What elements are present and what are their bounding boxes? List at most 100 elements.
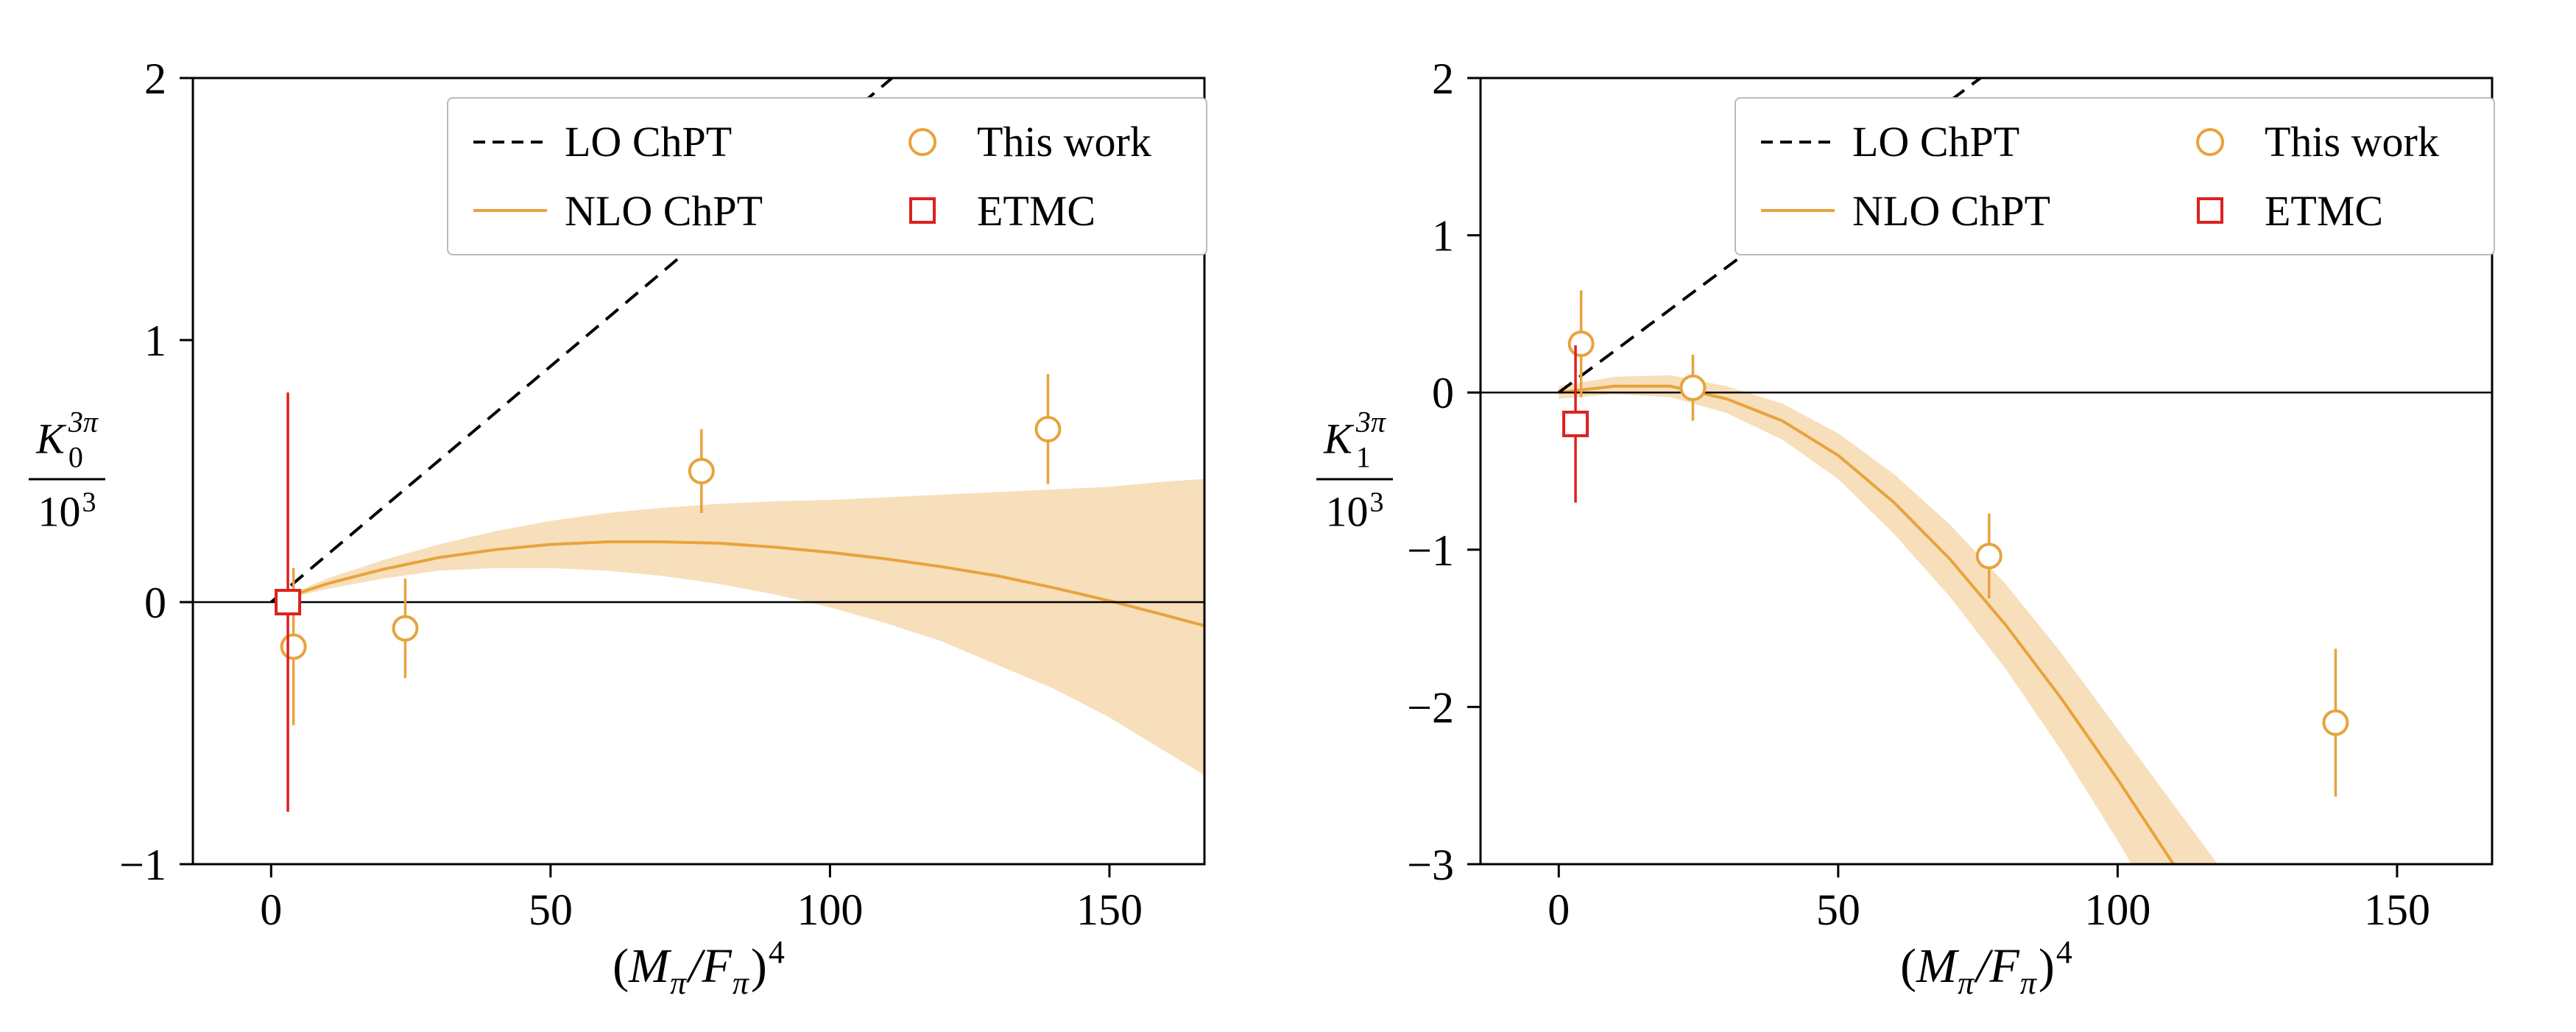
data-point-circle: [2322, 709, 2349, 736]
exponent-four: 4: [768, 934, 785, 970]
x-tick-label: 0: [1548, 886, 1570, 934]
ylabel-subscript: 1: [1355, 440, 1371, 474]
ylabel-supsub: 3π 1: [1355, 405, 1386, 474]
slash: /: [1976, 939, 1990, 993]
kcal-symbol: K: [36, 414, 65, 462]
legend-label-this-work: This work: [977, 118, 1151, 166]
legend-label-etmc: ETMC: [2265, 186, 2384, 235]
mpi-subscript: π: [670, 965, 687, 1001]
legend-label-nlo-chpt: NLO ChPT: [565, 186, 763, 235]
solid-line-icon: [1761, 206, 1835, 215]
ylabel-supsub: 3π 0: [68, 405, 98, 474]
x-tick-label: 150: [1076, 886, 1143, 934]
mpi-subscript: π: [1958, 965, 1975, 1001]
ylabel-numerator: K 3π 0: [29, 406, 105, 481]
x-tick-label: 100: [2084, 886, 2150, 934]
paren-close: ): [2038, 939, 2055, 993]
open-square-icon: [2173, 197, 2247, 225]
ylabel-denominator: 103: [1325, 481, 1383, 537]
fpi-subscript: π: [732, 965, 749, 1001]
k0-panel: 0 50 100 150 −1 0 1 2 K 3π 0 103 (Mπ/Fπ)4 LO Ch…: [4, 54, 1207, 1002]
open-square-icon: [886, 197, 959, 225]
slash: /: [688, 939, 702, 993]
ylabel-numerator: K 3π 1: [1316, 406, 1393, 481]
paren-close: ): [750, 939, 767, 993]
x-tick-label: 50: [1816, 886, 1860, 934]
data-point-circle: [1567, 330, 1595, 357]
legend-label-etmc: ETMC: [977, 186, 1096, 235]
y-tick-label: 2: [1432, 54, 1454, 103]
kcal-symbol: K: [1324, 414, 1352, 462]
dashed-line-icon: [1761, 138, 1835, 146]
paren-open: (: [1900, 939, 1917, 993]
fpi-subscript: π: [2019, 965, 2036, 1001]
ylabel-subscript: 0: [68, 440, 83, 474]
k1-plot-svg: 0 50 100 150 −3 −2 −1 0 1 2: [1407, 54, 2494, 934]
exponent-four: 4: [2055, 934, 2072, 970]
x-tick-label: 0: [260, 886, 282, 934]
legend-item-this-work: This work: [2173, 117, 2469, 166]
denominator-base: 10: [38, 487, 81, 536]
legend-item-this-work: This work: [886, 117, 1181, 166]
y-tick-label: 1: [144, 317, 166, 365]
data-point-circle: [1679, 374, 1707, 401]
legend-item-lo-chpt: LO ChPT: [1761, 117, 2092, 166]
legend-label-nlo-chpt: NLO ChPT: [1852, 186, 2051, 235]
solid-line-icon: [473, 206, 547, 215]
axes-frame: [191, 77, 1206, 866]
y-tick-label: −1: [119, 841, 166, 889]
nlo-chpt-line: [270, 540, 1204, 627]
mpi-symbol: M: [629, 939, 670, 993]
legend-label-lo-chpt: LO ChPT: [1852, 118, 2020, 166]
y-tick-label: 2: [144, 54, 166, 103]
open-circle-icon: [886, 127, 959, 156]
fpi-symbol: F: [702, 939, 732, 993]
k1-x-axis-label: (Mπ/Fπ)4: [1481, 933, 2492, 1002]
open-circle-icon: [2173, 127, 2247, 156]
y-tick-label: −3: [1407, 841, 1454, 889]
legend-item-etmc: ETMC: [886, 186, 1181, 236]
x-tick-label: 50: [529, 886, 573, 934]
k0-plot-svg: 0 50 100 150 −1 0 1 2: [119, 54, 1206, 934]
y-tick-label: −1: [1407, 526, 1454, 575]
y-tick-label: −2: [1407, 683, 1454, 732]
data-point-square: [275, 589, 302, 615]
x-tick-label: 100: [797, 886, 863, 934]
legend-item-nlo-chpt: NLO ChPT: [1761, 186, 2092, 236]
data-point-square: [1562, 410, 1589, 437]
k0-y-axis-label: K 3π 0 103: [4, 406, 130, 537]
x-tick-label: 150: [2364, 886, 2430, 934]
nlo-uncertainty-band: [271, 478, 1204, 775]
ylabel-denominator: 103: [38, 481, 96, 537]
dashed-line-icon: [473, 138, 547, 146]
mpi-symbol: M: [1916, 939, 1958, 993]
k1-legend: LO ChPT NLO ChPT This work ETMC: [1735, 97, 2495, 255]
fpi-symbol: F: [1989, 939, 2019, 993]
ylabel-fraction: K 3π 1 103: [1316, 406, 1393, 537]
k0-x-axis-label: (Mπ/Fπ)4: [193, 933, 1204, 1002]
y-tick-label: 0: [1432, 369, 1454, 417]
nlo-chpt-line: [1559, 384, 2176, 864]
k1-y-axis-label: K 3π 1 103: [1292, 406, 1417, 537]
y-tick-label: 1: [1432, 212, 1454, 261]
lo-chpt-line: [1558, 78, 1983, 394]
legend-item-lo-chpt: LO ChPT: [473, 117, 805, 166]
k0-legend: LO ChPT NLO ChPT This work ETMC: [447, 97, 1207, 255]
denominator-base: 10: [1325, 487, 1369, 536]
ylabel-superscript: 3π: [1355, 405, 1386, 439]
ylabel-fraction: K 3π 0 103: [29, 406, 105, 537]
paren-open: (: [613, 939, 629, 993]
nlo-uncertainty-band: [1559, 375, 2218, 864]
k1-panel: 0 50 100 150 −3 −2 −1 0 1 2 K 3π 1 103 (Mπ/Fπ)4 L…: [1288, 0, 2576, 1032]
data-point-circle: [280, 633, 307, 660]
legend-label-this-work: This work: [2265, 118, 2439, 166]
y-tick-label: 0: [144, 579, 166, 627]
data-point-circle: [1975, 542, 2002, 570]
legend-item-nlo-chpt: NLO ChPT: [473, 186, 805, 236]
ylabel-superscript: 3π: [68, 405, 98, 439]
axes-frame: [1479, 77, 2494, 866]
data-point-circle: [392, 615, 419, 642]
legend-label-lo-chpt: LO ChPT: [565, 118, 733, 166]
legend-item-etmc: ETMC: [2173, 186, 2469, 236]
